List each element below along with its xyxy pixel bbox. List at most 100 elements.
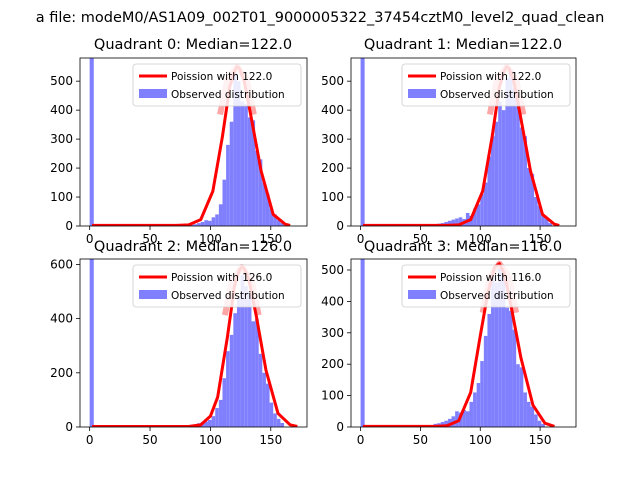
figure-suptitle: a file: modeM0/AS1A09_002T01_9000005322_… xyxy=(36,10,605,26)
histogram-bar xyxy=(273,214,277,226)
histogram-bar xyxy=(534,414,538,427)
histogram-bar xyxy=(262,182,266,226)
legend-bar-swatch xyxy=(408,89,436,98)
histogram-bar xyxy=(508,69,513,226)
histogram-bar xyxy=(200,221,205,226)
histogram-bar xyxy=(226,351,230,427)
histogram-bar xyxy=(236,296,241,427)
histogram-bar xyxy=(244,104,248,226)
y-tick-label: 300 xyxy=(321,132,344,146)
histogram-bar xyxy=(530,406,535,427)
histogram-bar xyxy=(451,219,456,226)
histogram-bar xyxy=(505,307,509,427)
histogram-bar xyxy=(280,422,285,427)
histogram-bar xyxy=(473,392,477,427)
legend-label-poisson: Poission with 122.0 xyxy=(440,71,541,83)
histogram-bar xyxy=(494,121,499,226)
histogram-bar xyxy=(455,411,459,427)
histogram-bar xyxy=(473,208,477,226)
histogram-bar xyxy=(89,58,94,226)
histogram-bar xyxy=(541,214,545,226)
legend-bar-swatch xyxy=(139,89,167,98)
axes-frame xyxy=(350,258,577,428)
legend-box xyxy=(401,63,571,107)
histogram-bar xyxy=(523,136,527,226)
histogram-bar xyxy=(487,156,492,226)
histogram-bar xyxy=(501,273,506,427)
quadrant-1-chart: Quadrant 1: Median=122.0 0 50 100 150 0 100 20… xyxy=(321,37,577,246)
histogram-bar xyxy=(233,72,237,226)
axes-frame xyxy=(79,57,308,227)
quadrant-2-chart: Quadrant 2: Median=126.0 0 50 100 150 0 200 40… xyxy=(50,239,308,447)
legend-label-observed: Observed distribution xyxy=(171,89,285,101)
histogram-bar xyxy=(226,144,230,226)
histogram-bar xyxy=(211,217,216,226)
y-tick-label: 200 xyxy=(50,161,73,175)
histogram-bar xyxy=(215,408,219,427)
x-tick-label: 50 xyxy=(142,433,157,447)
histogram-bar xyxy=(516,101,520,226)
quadrant-0-title: Quadrant 0: Median=122.0 xyxy=(94,37,292,53)
histogram-bar xyxy=(240,101,245,226)
histogram-bar xyxy=(523,392,527,427)
histogram-bar xyxy=(255,150,259,226)
histogram-bar xyxy=(258,353,263,427)
legend-label-observed: Observed distribution xyxy=(171,290,285,302)
poisson-line xyxy=(362,65,560,226)
histogram-bar xyxy=(360,259,365,427)
x-tick-label: 0 xyxy=(357,433,365,447)
quadrant-3-title: Quadrant 3: Median=116.0 xyxy=(364,239,562,255)
x-tick-label: 150 xyxy=(259,433,282,447)
x-tick-label: 50 xyxy=(142,232,157,246)
x-tick-label: 100 xyxy=(469,232,492,246)
y-tick-label: 100 xyxy=(321,190,344,204)
x-tick-label: 100 xyxy=(199,433,222,447)
poisson-line xyxy=(362,262,555,427)
histogram-bar xyxy=(204,220,208,226)
y-tick-label: 400 xyxy=(321,103,344,117)
x-tick-label: 150 xyxy=(259,232,282,246)
histogram-bar xyxy=(247,291,252,427)
histogram-bar xyxy=(458,217,463,226)
histogram-bar xyxy=(447,220,452,226)
legend-label-poisson: Poission with 126.0 xyxy=(171,272,272,284)
histogram-bar xyxy=(276,418,281,427)
histogram-bar xyxy=(265,194,270,226)
histogram-bar xyxy=(465,411,470,427)
y-tick-label: 0 xyxy=(65,420,73,434)
y-tick-label: 200 xyxy=(321,161,344,175)
x-tick-label: 100 xyxy=(199,232,222,246)
x-tick-label: 50 xyxy=(413,433,428,447)
y-tick-label: 600 xyxy=(50,257,73,271)
histogram-bar xyxy=(491,136,495,226)
histogram-bar xyxy=(544,218,549,226)
y-tick-label: 200 xyxy=(50,366,73,380)
histogram-bar xyxy=(516,364,520,427)
y-tick-label: 500 xyxy=(50,74,73,88)
histogram-bar xyxy=(207,220,212,226)
histogram-bar xyxy=(229,334,234,427)
y-tick-label: 0 xyxy=(65,219,73,233)
quadrant-2-title: Quadrant 2: Median=126.0 xyxy=(94,239,292,255)
legend-box xyxy=(401,264,571,308)
histogram-bar xyxy=(444,420,448,427)
histogram-bar xyxy=(498,268,502,427)
histogram-bar xyxy=(491,276,495,427)
histogram-bar xyxy=(494,282,499,427)
histogram-bar xyxy=(233,313,237,427)
y-tick-label: 500 xyxy=(321,263,344,277)
y-tick-label: 0 xyxy=(336,420,344,434)
histogram-bar xyxy=(262,372,266,427)
histogram-bar xyxy=(469,401,474,427)
legend-label-poisson: Poission with 122.0 xyxy=(171,71,272,83)
y-tick-label: 200 xyxy=(321,357,344,371)
histogram-bar xyxy=(211,416,216,427)
histogram-bar xyxy=(207,419,212,427)
histogram-bar xyxy=(215,214,219,226)
histogram-bar xyxy=(519,127,524,226)
y-tick-label: 300 xyxy=(321,326,344,340)
histogram-bar xyxy=(455,218,459,226)
histogram-bar xyxy=(498,101,502,226)
legend-box xyxy=(132,63,302,107)
